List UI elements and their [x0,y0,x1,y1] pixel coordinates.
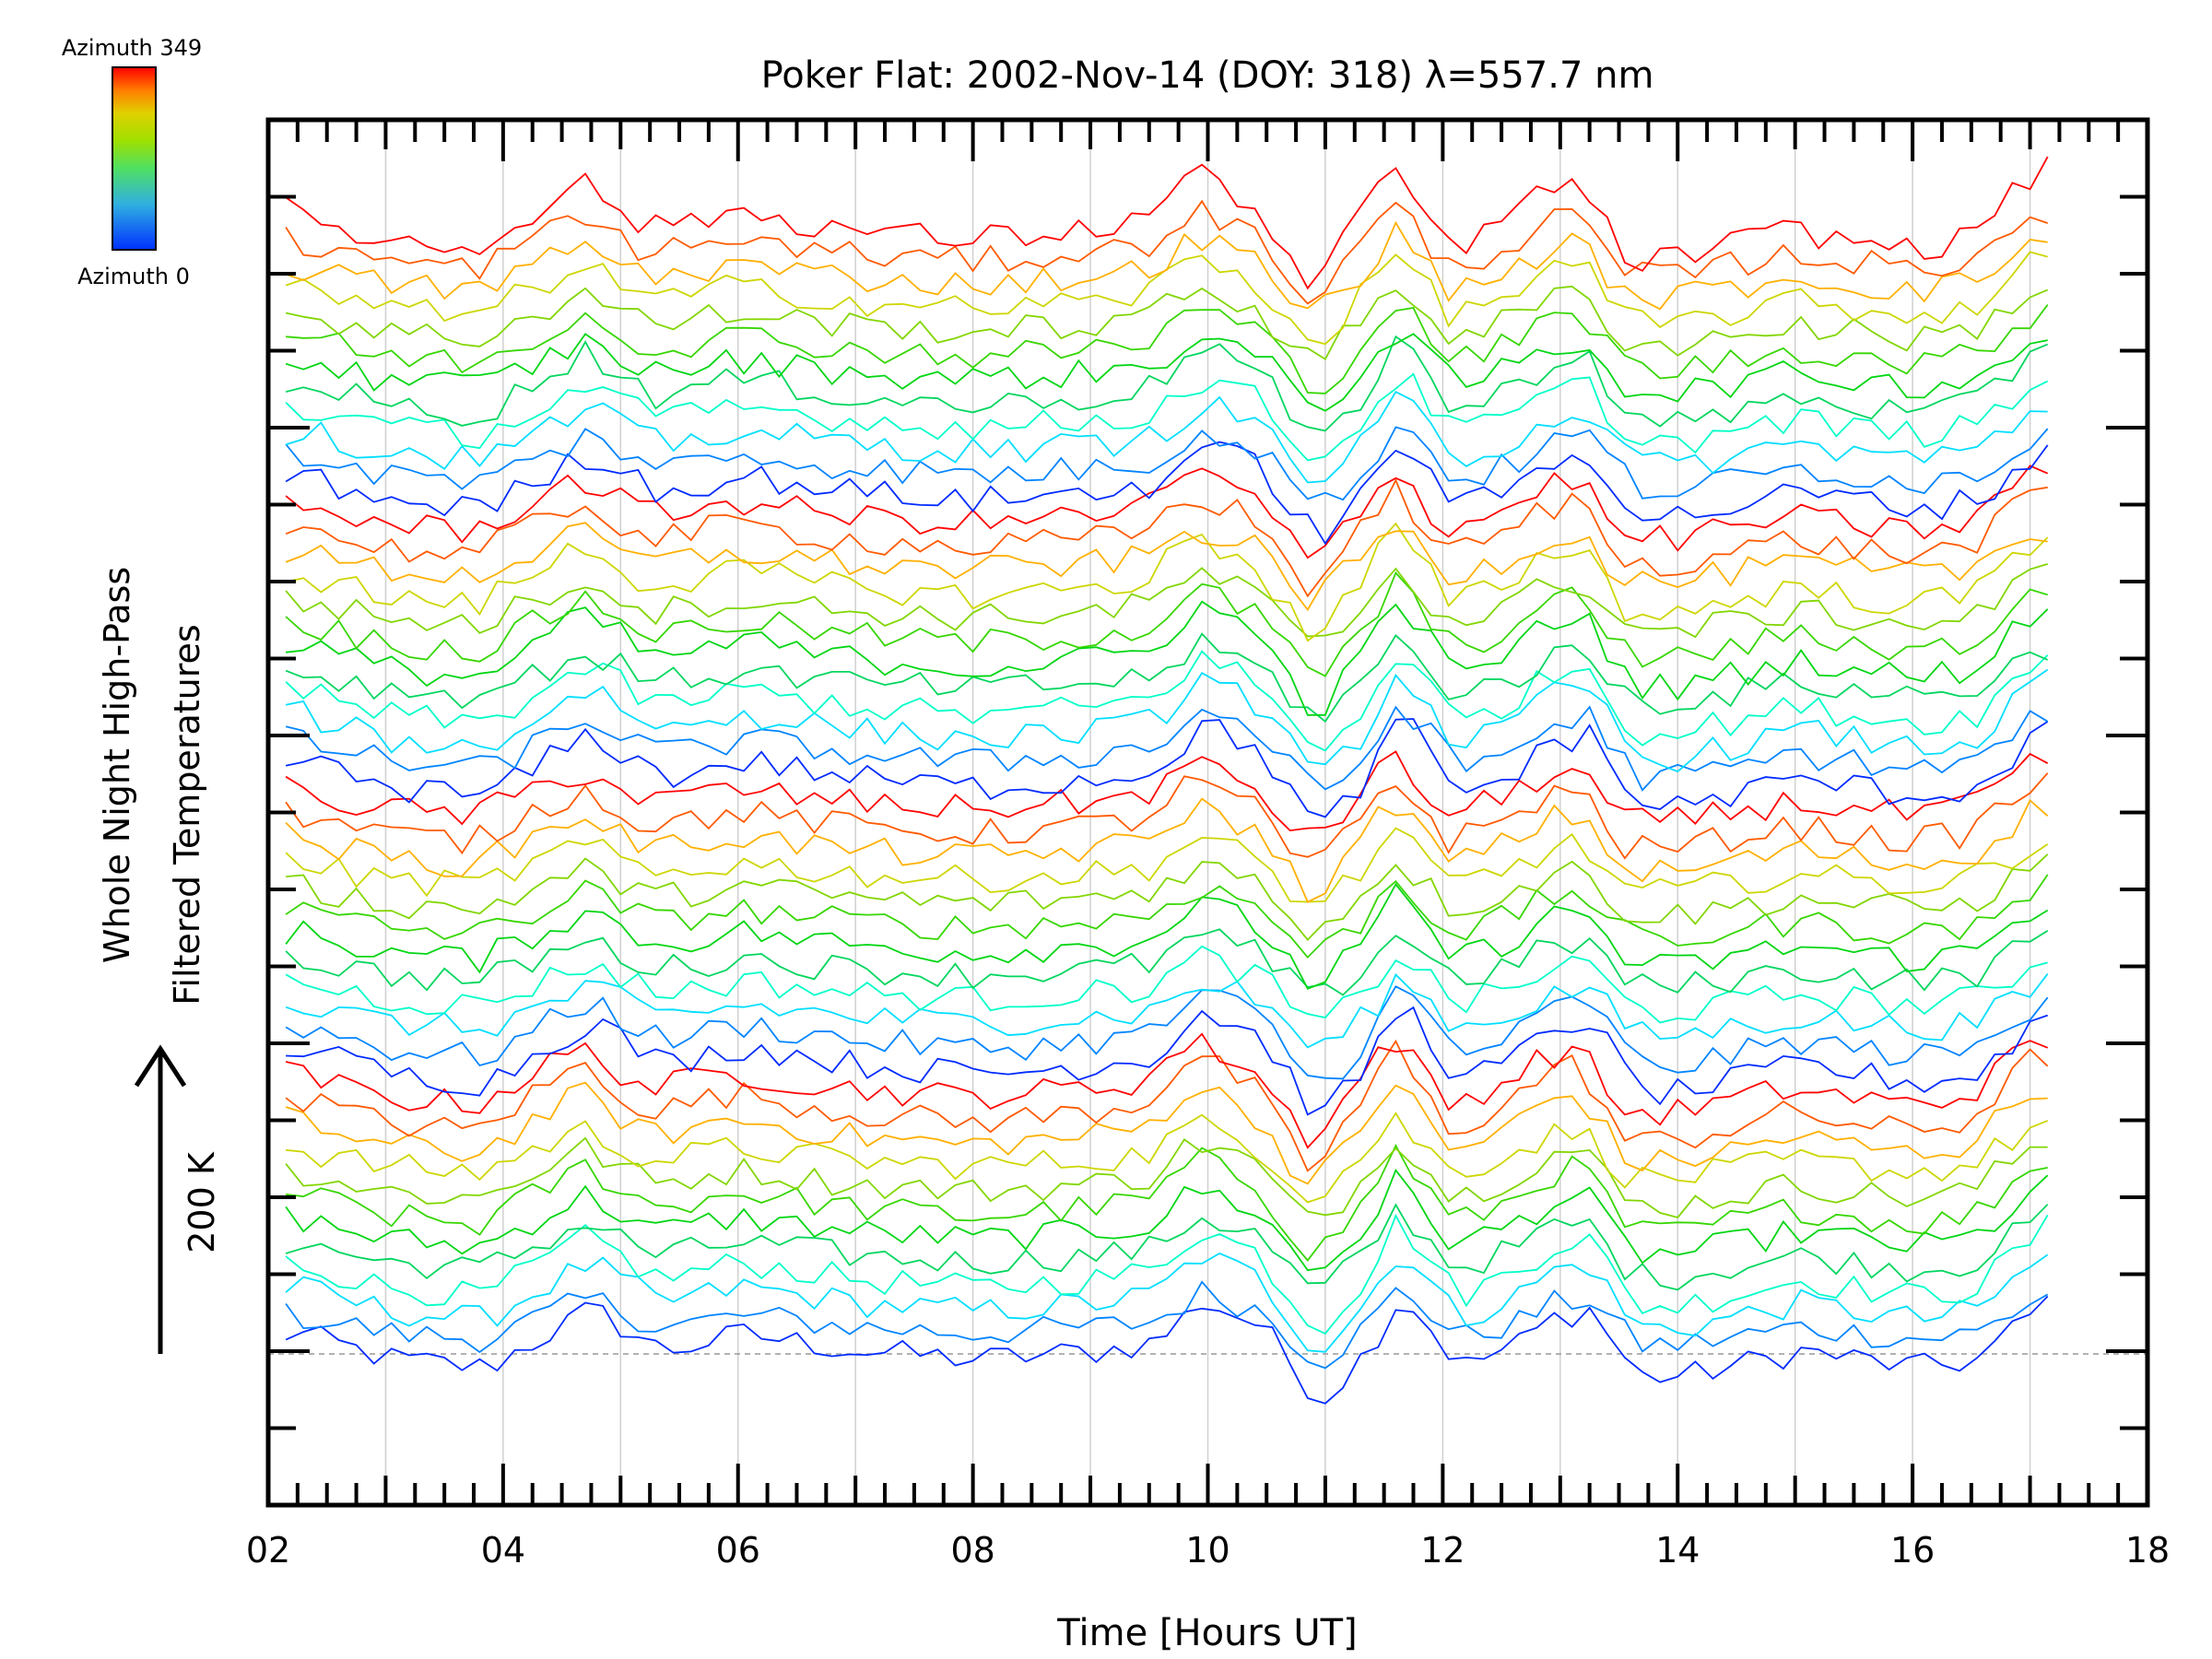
series-line [285,928,2049,996]
series-line [285,441,2049,546]
series-line [285,945,2048,1024]
series-line [285,1081,2048,1185]
series-group [285,156,2049,1405]
series-line [285,972,2049,1049]
x-tick-label: 02 [246,1530,290,1571]
scale-arrow [134,1044,187,1354]
series-line [285,1136,2048,1219]
series-line [285,372,2049,462]
colorbar-bottom-label: Azimuth 0 [77,264,190,289]
series-line [285,251,2048,346]
plot-frame [265,117,2150,1508]
series-line [286,1006,2048,1116]
x-tick-label: 06 [716,1530,760,1571]
series-line [285,882,2049,990]
series-line [285,668,2049,773]
series-line [285,1295,2049,1405]
series-line [285,220,2048,311]
x-tick-label: 16 [1890,1530,1935,1571]
colorbar: Azimuth 349 Azimuth 0 [62,35,202,289]
series-line [285,391,2048,484]
series-line [285,1213,2049,1335]
x-tick-label: 08 [950,1530,994,1571]
series-line [285,156,2049,290]
x-axis-label: Time [Hours UT] [1056,1612,1357,1654]
series-line [285,285,2049,360]
x-tick-label: 18 [2125,1530,2170,1571]
x-tick-label: 14 [1655,1530,1700,1571]
series-line [285,1252,2049,1353]
series-line [285,465,2049,559]
series-line [285,522,2048,612]
scale-bar-label: 200 K [182,1151,222,1253]
series-line [286,304,2049,394]
series-line [285,522,2049,642]
series-line [285,477,2048,598]
axis-ticks [266,120,2149,1505]
x-tick-label: 10 [1185,1530,1230,1571]
series-line [285,650,2049,752]
series-line [285,1280,2049,1370]
series-line [285,750,2049,832]
series-line [285,571,2048,677]
colorbar-top-label: Azimuth 349 [62,35,202,61]
series-line [285,797,2049,903]
chart-title: Poker Flat: 2002-Nov-14 (DOY: 318) λ=557… [761,54,1654,97]
series-line [285,1168,2049,1272]
series-line [285,563,2048,639]
series-line [285,1144,2048,1262]
series-line [285,426,2049,501]
colorbar-gradient [112,66,157,251]
series-line [285,1203,2049,1291]
series-line [285,199,2048,305]
x-gridlines [384,120,2031,1505]
x-tick-label: 04 [481,1530,525,1571]
series-line [286,1112,2049,1204]
y-axis-label-line2: Filtered Temperatures [167,624,207,1005]
series-line [285,632,2049,724]
series-line [286,853,2049,941]
series-line [285,718,2049,818]
y-axis-label-line1: Whole Night High-Pass [97,567,137,963]
series-line [285,333,2048,412]
series-line [285,1032,2049,1149]
series-line [285,335,2049,432]
series-line [285,827,2049,903]
series-line [285,985,2049,1080]
series-line [285,1039,2049,1172]
series-line [285,772,2049,860]
series-line [285,874,2049,959]
series-line [285,705,2049,792]
series-line [285,600,2049,716]
x-tick-label: 12 [1420,1530,1465,1571]
x-tick-labels: 02 04 06 08 10 12 14 16 18 [246,1530,2170,1571]
